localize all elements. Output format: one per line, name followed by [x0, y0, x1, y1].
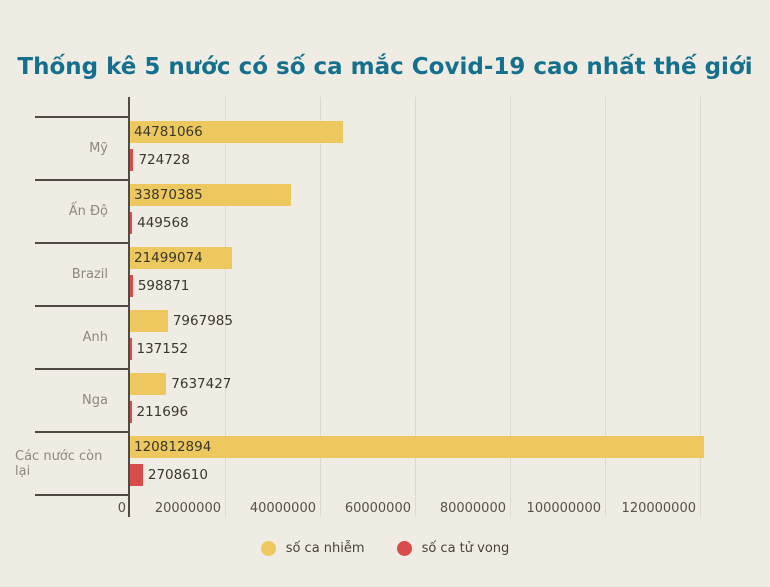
- x-tick-label: 40000000: [249, 501, 316, 516]
- x-tick-label: 0: [117, 501, 126, 516]
- infections-value-label: 44781066: [134, 124, 203, 140]
- deaths-bar: [130, 149, 134, 171]
- gridline: [510, 97, 511, 517]
- legend-label-infections: số ca nhiễm: [285, 541, 365, 556]
- infections-value-label: 21499074: [134, 250, 203, 266]
- category-separator-line: [35, 179, 130, 181]
- deaths-bar: [130, 464, 143, 486]
- gridline: [700, 97, 701, 517]
- deaths-value-label: 598871: [137, 278, 190, 294]
- gridline: [605, 97, 606, 517]
- infections-bar: [130, 310, 168, 332]
- deaths-value-label: 137152: [136, 341, 189, 357]
- y-axis-line: [128, 97, 130, 517]
- legend-swatch-infections-icon: [260, 541, 276, 556]
- x-tick-label: 120000000: [621, 501, 696, 516]
- infections-value-label: 120812894: [134, 439, 212, 455]
- deaths-value-label: 2708610: [147, 467, 208, 483]
- category-separator-line: [35, 305, 130, 307]
- legend: số ca nhiễm số ca tử vong: [0, 541, 770, 556]
- x-tick-label: 100000000: [526, 501, 601, 516]
- category-label: Mỹ: [89, 141, 108, 156]
- chart-title: Thống kê 5 nước có số ca mắc Covid-19 ca…: [17, 54, 753, 80]
- deaths-value-label: 724728: [138, 152, 190, 168]
- legend-label-deaths: số ca tử vong: [421, 541, 510, 556]
- deaths-value-label: 211696: [136, 404, 189, 420]
- x-tick-label: 80000000: [439, 501, 506, 516]
- category-label: Anh: [82, 330, 108, 345]
- infections-value-label: 7967985: [172, 313, 233, 329]
- deaths-bar: [130, 212, 133, 234]
- category-separator-line: [35, 116, 130, 118]
- x-tick-label: 20000000: [154, 501, 221, 516]
- gridline: [225, 97, 226, 517]
- infections-bar: [130, 184, 291, 206]
- infections-bar: [130, 373, 167, 395]
- category-separator-line: [35, 431, 130, 433]
- infections-bar: [130, 436, 704, 458]
- deaths-bar: [130, 338, 132, 360]
- infections-value-label: 33870385: [134, 187, 203, 203]
- category-label: Các nước còn lại: [15, 448, 103, 479]
- category-separator-line: [35, 494, 130, 496]
- gridline: [320, 97, 321, 517]
- deaths-bar: [130, 401, 132, 423]
- deaths-bar: [130, 275, 133, 297]
- category-separator-line: [35, 368, 130, 370]
- infections-value-label: 7637427: [171, 376, 232, 392]
- gridline: [415, 97, 416, 517]
- deaths-value-label: 449568: [137, 215, 189, 231]
- category-label: Brazil: [71, 267, 108, 282]
- legend-swatch-deaths-icon: [396, 541, 412, 556]
- x-tick-label: 60000000: [344, 501, 411, 516]
- category-separator-line: [35, 242, 130, 244]
- category-label: Nga: [82, 393, 108, 408]
- infections-bar: [130, 121, 343, 143]
- category-label: Ấn Độ: [68, 204, 108, 219]
- infections-bar: [130, 247, 233, 269]
